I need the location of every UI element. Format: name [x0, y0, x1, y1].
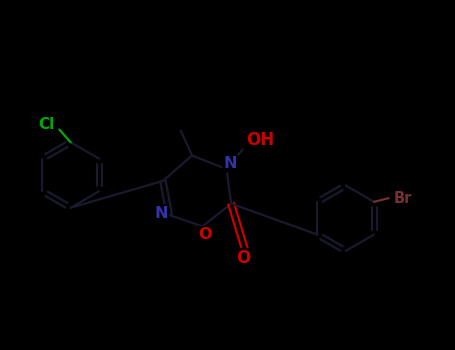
- Text: O: O: [198, 227, 212, 242]
- Text: OH: OH: [246, 131, 274, 149]
- Text: N: N: [223, 156, 237, 171]
- Text: Cl: Cl: [39, 117, 55, 132]
- Text: O: O: [236, 249, 250, 267]
- Text: Br: Br: [394, 191, 412, 206]
- Text: N: N: [154, 206, 168, 221]
